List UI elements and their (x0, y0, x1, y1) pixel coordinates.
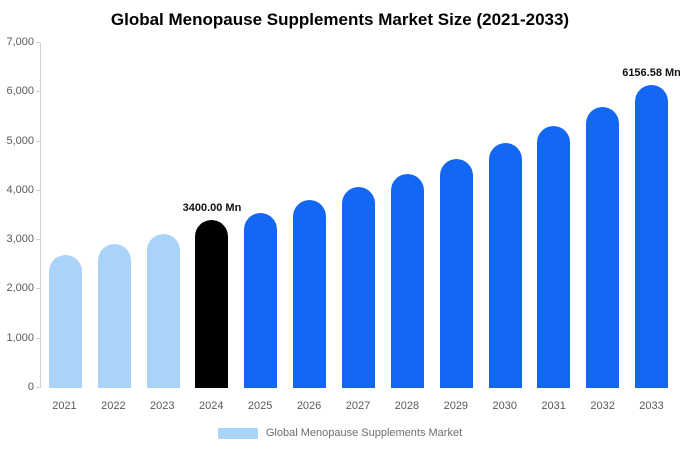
bar-column-2030 (488, 43, 522, 388)
bar-2026[interactable] (293, 199, 327, 388)
bar-column-2026 (293, 43, 327, 388)
y-tick-mark (36, 189, 40, 191)
y-axis: 0 1,000 2,000 3,000 4,000 5,000 6,000 7,000 (0, 37, 40, 393)
bar-value-label-2033: 6156.58 Mn (622, 66, 680, 79)
y-tick-mark (36, 239, 40, 241)
x-axis: 2021 2022 2023 2024 2025 2026 2027 2028 2029 2030… (40, 400, 676, 412)
y-tick-mark (36, 91, 40, 93)
x-tick-label-2030: 2030 (492, 400, 517, 412)
bar-column-2022 (97, 43, 131, 388)
bar-2028[interactable] (390, 173, 424, 388)
x-tick-label-2032: 2032 (590, 400, 615, 412)
bar-column-2028 (390, 43, 424, 388)
bar-2021[interactable] (48, 254, 82, 388)
y-tick-mark (36, 387, 40, 388)
bar-2027[interactable] (341, 186, 375, 388)
x-tick-label-2033: 2033 (639, 400, 664, 412)
bar-column-2024: 3400.00 Mn (183, 43, 241, 388)
y-tick-label: 3,000 (6, 233, 34, 246)
y-tick-mark (36, 140, 40, 142)
x-tick-label-2025: 2025 (247, 400, 273, 412)
x-tick-label-2029: 2029 (443, 400, 469, 412)
y-tick-label: 0 (27, 381, 34, 393)
bar-2023[interactable] (146, 234, 180, 388)
x-tick-label-2022: 2022 (101, 400, 126, 412)
bar-column-2025 (244, 43, 278, 388)
x-tick-label-2027: 2027 (345, 400, 371, 412)
bar-2022[interactable] (97, 244, 131, 388)
y-tick-label: 7,000 (6, 36, 34, 48)
bar-column-2023 (146, 43, 180, 388)
y-tick-mark (36, 42, 40, 43)
x-tick-label-2024: 2024 (198, 400, 224, 412)
y-tick-mark (36, 337, 40, 339)
y-tick-label: 6,000 (6, 85, 34, 98)
legend-swatch (217, 427, 258, 439)
bar-2029[interactable] (439, 158, 473, 388)
chart-title: Global Menopause Supplements Market Size… (110, 10, 570, 29)
bar-2025[interactable] (244, 212, 278, 388)
bar-2033[interactable] (635, 84, 669, 388)
y-tick-mark (36, 288, 40, 290)
x-tick-label-2028: 2028 (394, 400, 420, 412)
x-tick-label-2031: 2031 (541, 400, 566, 412)
legend-label: Global Menopause Supplements Market (265, 427, 463, 439)
plot-area: 3400.00 Mn 6156.58 Mn (40, 43, 680, 388)
bar-value-label-2024: 3400.00 Mn (182, 202, 242, 215)
bar-2031[interactable] (537, 125, 571, 388)
bar-series: 3400.00 Mn 6156.58 Mn (41, 43, 680, 388)
bar-column-2032 (586, 43, 620, 388)
x-tick-label-2023: 2023 (150, 400, 175, 412)
bar-column-2029 (439, 43, 473, 388)
y-tick-label: 1,000 (6, 331, 34, 344)
bar-2024[interactable] (195, 220, 229, 388)
y-tick-label: 2,000 (6, 282, 34, 295)
bar-column-2031 (537, 43, 571, 388)
bar-2032[interactable] (586, 107, 620, 388)
legend[interactable]: Global Menopause Supplements Market (0, 427, 680, 439)
x-tick-label-2021: 2021 (52, 400, 77, 412)
x-tick-label-2026: 2026 (296, 400, 322, 412)
bar-column-2027 (341, 43, 375, 388)
y-tick-label: 5,000 (6, 134, 34, 147)
bar-column-2021 (48, 43, 82, 388)
bar-2030[interactable] (488, 142, 522, 388)
y-tick-label: 4,000 (6, 183, 34, 196)
bar-column-2033: 6156.58 Mn (622, 43, 680, 388)
